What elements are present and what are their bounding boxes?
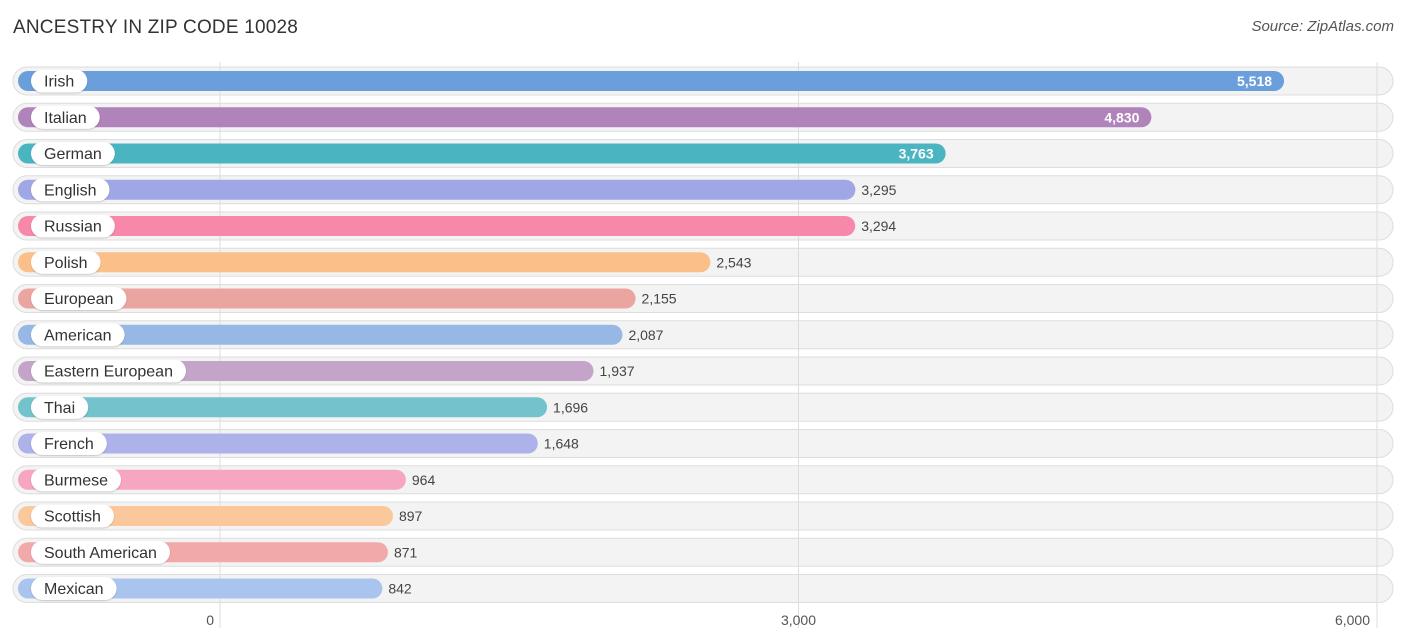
category-label: Irish (44, 74, 74, 91)
category-pill (31, 214, 115, 238)
x-tick-label: 0 (206, 612, 214, 628)
x-tick-label: 3,000 (781, 612, 816, 628)
category-pill (31, 468, 122, 492)
value-label: 3,294 (861, 218, 896, 234)
category-pill (31, 142, 115, 165)
value-label: 3,763 (899, 146, 934, 162)
category-label: Thai (44, 400, 75, 417)
category-label: Polish (44, 255, 88, 272)
bar (18, 433, 538, 454)
bar (18, 252, 711, 273)
value-label: 3,295 (861, 182, 896, 198)
category-pill (31, 323, 125, 347)
value-label: 842 (388, 581, 412, 597)
category-pill (31, 250, 101, 274)
category-label: German (44, 146, 102, 163)
category-label: Burmese (44, 472, 108, 489)
value-label: 2,087 (628, 327, 663, 343)
category-label: American (44, 327, 112, 344)
bar (18, 143, 946, 164)
x-tick-label: 6,000 (1335, 612, 1370, 628)
value-label: 897 (399, 508, 423, 524)
category-pill (31, 577, 117, 600)
category-label: Eastern European (44, 364, 173, 381)
category-pill (31, 540, 170, 564)
value-label: 5,518 (1237, 73, 1272, 89)
value-label: 4,830 (1104, 109, 1139, 125)
value-label: 2,155 (642, 291, 677, 307)
category-pill (31, 178, 110, 202)
category-pill (31, 395, 89, 419)
category-pill (31, 359, 186, 383)
category-pill (31, 504, 114, 528)
value-label: 2,543 (716, 254, 751, 270)
category-pill (31, 69, 88, 93)
category-pill (31, 432, 107, 455)
bar (18, 71, 1285, 91)
chart-title: ANCESTRY IN ZIP CODE 10028 (13, 17, 299, 38)
value-label: 1,937 (600, 363, 635, 379)
category-label: European (44, 291, 113, 308)
bar (18, 107, 1152, 128)
category-pill (31, 105, 100, 129)
bar (18, 216, 856, 236)
category-label: English (44, 182, 96, 199)
value-label: 1,648 (544, 436, 579, 452)
category-label: South American (44, 545, 157, 562)
bar (18, 288, 636, 309)
category-label: Italian (44, 110, 87, 127)
value-label: 1,696 (553, 399, 588, 415)
source-label: Source: ZipAtlas.com (1251, 18, 1394, 35)
bar (18, 324, 623, 345)
value-label: 871 (394, 544, 418, 560)
bar (18, 179, 856, 200)
value-label: 964 (412, 472, 436, 488)
category-label: French (44, 436, 94, 453)
category-label: Russian (44, 219, 102, 236)
category-pill (31, 287, 127, 310)
bar (18, 397, 548, 418)
category-label: Scottish (44, 509, 101, 526)
category-label: Mexican (44, 581, 104, 598)
